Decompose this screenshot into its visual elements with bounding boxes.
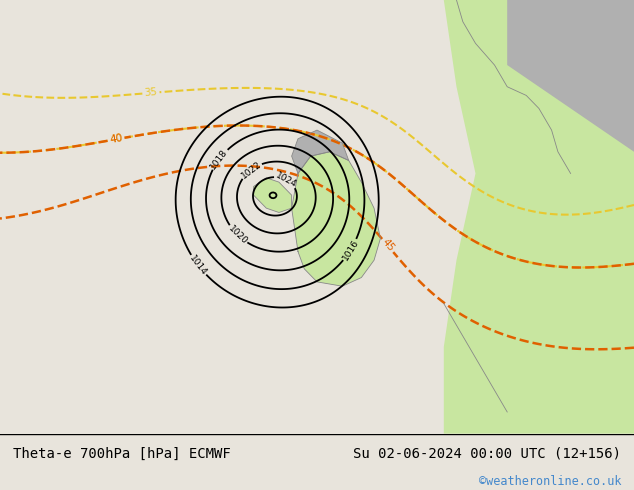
Text: 40: 40	[108, 133, 124, 146]
Text: 45: 45	[380, 237, 396, 254]
Polygon shape	[292, 130, 349, 173]
Text: 1024: 1024	[274, 171, 298, 189]
Text: 35: 35	[144, 87, 158, 98]
Text: Theta-e 700hPa [hPa] ECMWF: Theta-e 700hPa [hPa] ECMWF	[13, 446, 230, 461]
Text: 1014: 1014	[188, 253, 209, 277]
Text: 40: 40	[108, 133, 124, 146]
Polygon shape	[292, 152, 380, 286]
Polygon shape	[507, 0, 634, 152]
Text: 1018: 1018	[209, 147, 230, 171]
Polygon shape	[444, 0, 634, 434]
Text: ©weatheronline.co.uk: ©weatheronline.co.uk	[479, 475, 621, 488]
Text: 1016: 1016	[340, 238, 360, 262]
Text: Su 02-06-2024 00:00 UTC (12+156): Su 02-06-2024 00:00 UTC (12+156)	[353, 446, 621, 461]
Text: 1020: 1020	[226, 223, 249, 246]
Polygon shape	[254, 178, 292, 213]
Text: 1022: 1022	[239, 159, 263, 180]
